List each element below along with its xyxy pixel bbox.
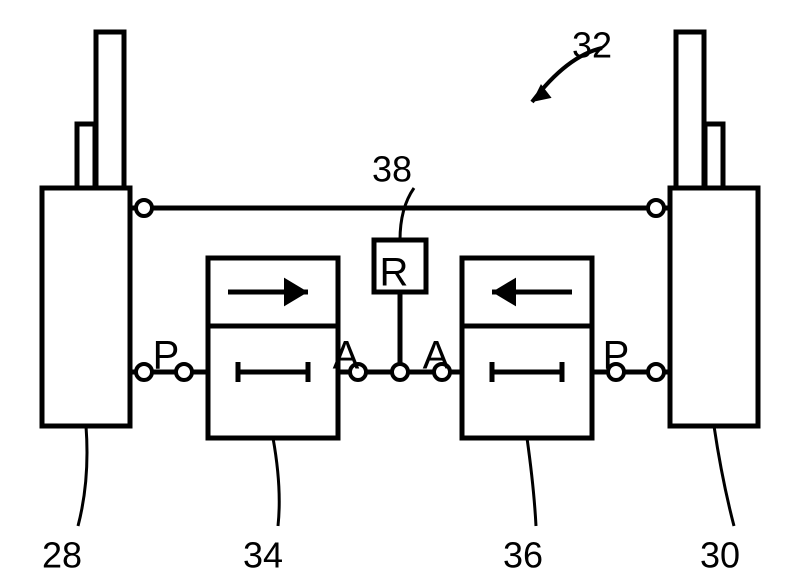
restrictor-lead <box>400 188 414 240</box>
port-P-left-label: P <box>153 334 180 378</box>
valve-left-label: 34 <box>243 535 283 576</box>
port-mid <box>392 364 408 380</box>
lead-cyl_right <box>714 426 734 526</box>
cylinder-right-body <box>670 188 758 426</box>
port-A-left-label: A <box>333 334 360 378</box>
port-A-right-label: A <box>423 334 450 378</box>
cyl-left-label: 28 <box>42 535 82 576</box>
valve-right <box>462 258 592 438</box>
restrictor-letter-label: R <box>380 251 409 295</box>
cyl-right-label: 30 <box>700 535 740 576</box>
lead-valve_left <box>273 438 279 526</box>
cylinder-left-body <box>42 188 130 426</box>
cylinder-right-rod <box>676 32 704 188</box>
port-bl1 <box>136 364 152 380</box>
restrictor-label: 38 <box>372 149 412 190</box>
assembly-label: 32 <box>572 25 612 66</box>
assembly-arrow-head <box>532 84 552 102</box>
lead-cyl_left <box>78 426 87 526</box>
port-br1 <box>648 364 664 380</box>
valve-left <box>208 258 338 438</box>
lead-valve_right <box>527 438 536 526</box>
port-top_right <box>648 200 664 216</box>
cylinder-left-rod-inner <box>77 124 95 188</box>
cylinder-right-rod-inner <box>705 124 723 188</box>
port-P-right-label: P <box>603 334 630 378</box>
valve-right-label: 36 <box>503 535 543 576</box>
cylinder-left-rod <box>96 32 124 188</box>
port-top_left <box>136 200 152 216</box>
